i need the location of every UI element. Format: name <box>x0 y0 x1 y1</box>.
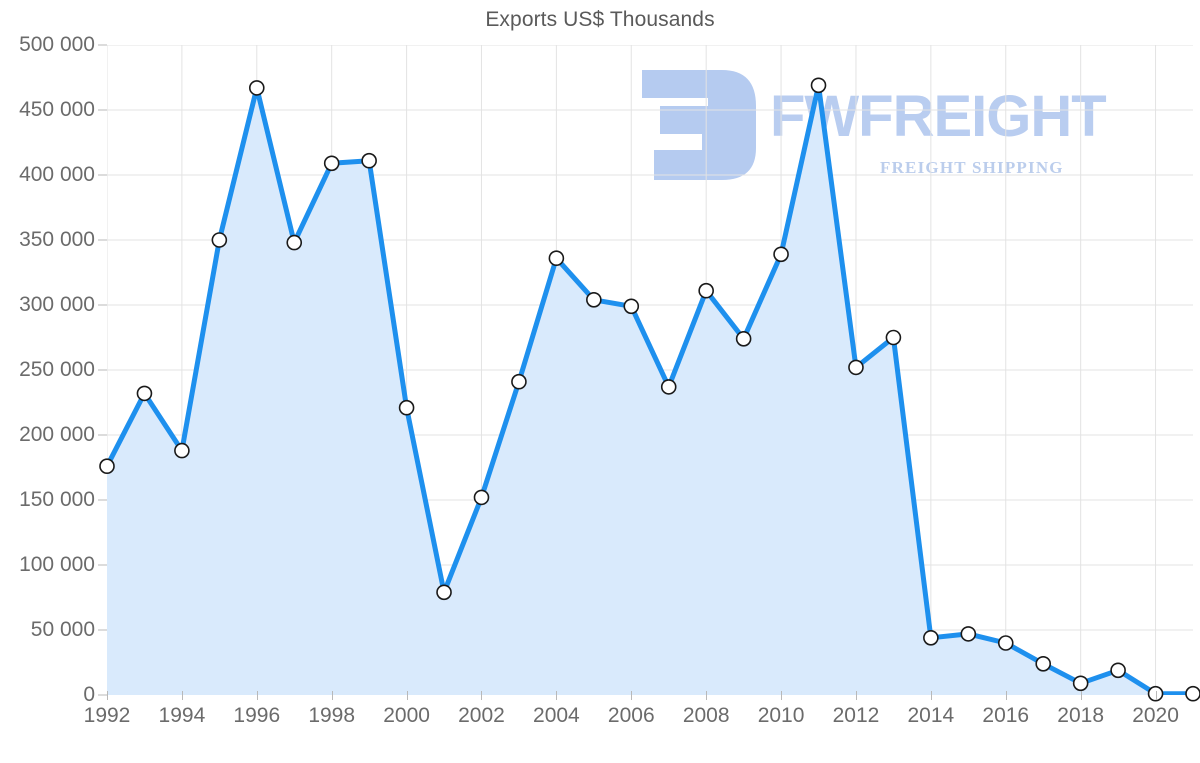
x-axis-tick-mark <box>930 691 932 700</box>
x-axis-tick-label: 1992 <box>83 704 131 727</box>
data-point-marker[interactable] <box>174 442 190 459</box>
data-point-marker[interactable] <box>660 379 677 395</box>
x-axis: 1992 1994 1996 1998 2000 2002 2004 2006 2008 2010… <box>84 691 1193 750</box>
y-axis-tick-mark <box>98 629 107 631</box>
y-axis-tick-label: 450 000 <box>19 98 95 121</box>
data-point-marker[interactable] <box>398 399 415 416</box>
data-point-marker[interactable] <box>623 298 640 315</box>
y-axis-tick-mark <box>98 304 107 306</box>
data-point-marker[interactable] <box>1035 655 1052 672</box>
data-point-marker[interactable] <box>586 292 602 308</box>
y-axis-tick-mark <box>98 564 107 566</box>
y-axis-tick-label: 500 000 <box>19 33 95 56</box>
x-axis-tick-label: 2004 <box>533 704 580 727</box>
series-markers <box>99 77 1200 702</box>
data-point-marker[interactable] <box>885 329 902 346</box>
data-point-marker[interactable] <box>923 629 939 646</box>
data-point-marker[interactable] <box>511 373 527 390</box>
y-axis-tick-label: 400 000 <box>19 163 95 186</box>
data-point-marker[interactable] <box>136 385 153 402</box>
y-axis-tick-mark <box>98 239 107 241</box>
data-point-marker[interactable] <box>248 80 265 96</box>
y-axis-tick-label: 250 000 <box>19 358 95 381</box>
x-axis-tick-label: 2018 <box>1057 704 1104 727</box>
y-axis-tick-label: 50 000 <box>30 618 95 641</box>
y-axis-tick-mark <box>98 694 107 696</box>
x-axis-tick-mark <box>1080 691 1082 700</box>
data-point-marker[interactable] <box>548 250 565 266</box>
data-point-marker[interactable] <box>473 489 490 506</box>
data-point-marker[interactable] <box>286 234 303 251</box>
y-axis-tick-mark <box>98 434 107 436</box>
x-axis-tick-label: 2014 <box>907 704 955 727</box>
data-point-marker[interactable] <box>436 584 452 601</box>
x-axis-tick-mark <box>107 691 108 700</box>
x-axis-tick-mark <box>406 691 408 700</box>
x-axis-tick-label: 1996 <box>233 704 281 727</box>
y-axis-tick-label: 0 <box>83 683 95 706</box>
x-axis-tick-label: 2002 <box>458 704 505 727</box>
x-axis-tick-mark <box>1005 691 1007 700</box>
data-point-marker[interactable] <box>810 77 827 94</box>
x-axis-tick-mark <box>1155 691 1157 700</box>
x-axis-tick-mark <box>331 691 333 700</box>
x-axis-tick-label: 2006 <box>607 704 655 727</box>
y-axis-tick-label: 200 000 <box>19 423 95 446</box>
x-axis-tick-label: 2008 <box>682 704 730 727</box>
y-axis-tick-label: 300 000 <box>19 293 95 316</box>
data-point-marker[interactable] <box>1110 662 1126 679</box>
y-axis-tick-mark <box>98 369 107 371</box>
data-point-marker[interactable] <box>1072 675 1089 692</box>
y-axis-tick-label: 150 000 <box>19 488 95 511</box>
page-title: Exports US$ Thousands <box>485 8 715 31</box>
plot-area <box>99 45 1200 702</box>
data-point-marker[interactable] <box>1185 685 1200 702</box>
x-axis-tick-label: 2000 <box>383 704 430 727</box>
y-axis: 0 50 000 100 000 150 000 200 000 250 000 300 0… <box>0 33 107 706</box>
x-axis-tick-label: 2012 <box>832 704 880 727</box>
y-axis-tick-mark <box>98 109 107 111</box>
y-axis-tick-mark <box>98 499 107 501</box>
x-axis-tick-mark <box>631 691 633 700</box>
x-axis-tick-mark <box>855 691 857 700</box>
y-axis-tick-mark <box>98 44 107 46</box>
x-axis-tick-mark <box>556 691 558 700</box>
x-axis-tick-mark <box>706 691 708 700</box>
area-chart-svg <box>107 45 1193 695</box>
data-point-marker[interactable] <box>960 626 977 642</box>
y-axis-tick-label: 100 000 <box>19 553 95 576</box>
data-point-marker[interactable] <box>99 458 115 475</box>
y-axis-tick-mark <box>98 174 107 176</box>
data-point-marker[interactable] <box>735 330 752 347</box>
data-point-marker[interactable] <box>773 246 789 263</box>
x-axis-tick-label: 1994 <box>158 704 206 727</box>
data-point-marker[interactable] <box>997 635 1014 651</box>
data-point-marker[interactable] <box>323 155 340 172</box>
x-axis-tick-label: 2020 <box>1132 704 1179 727</box>
data-point-marker[interactable] <box>698 282 714 299</box>
x-axis-tick-mark <box>256 691 258 700</box>
x-axis-tick-mark <box>481 691 483 700</box>
x-axis-tick-label: 2010 <box>757 704 805 727</box>
x-axis-tick-mark <box>181 691 183 700</box>
data-point-marker[interactable] <box>361 152 377 169</box>
data-point-marker[interactable] <box>211 232 228 248</box>
data-point-marker[interactable] <box>848 359 864 376</box>
x-axis-tick-mark <box>781 691 783 700</box>
x-axis-tick-label: 2016 <box>982 704 1030 727</box>
y-axis-tick-label: 350 000 <box>19 228 95 251</box>
x-axis-tick-label: 1998 <box>308 704 356 727</box>
